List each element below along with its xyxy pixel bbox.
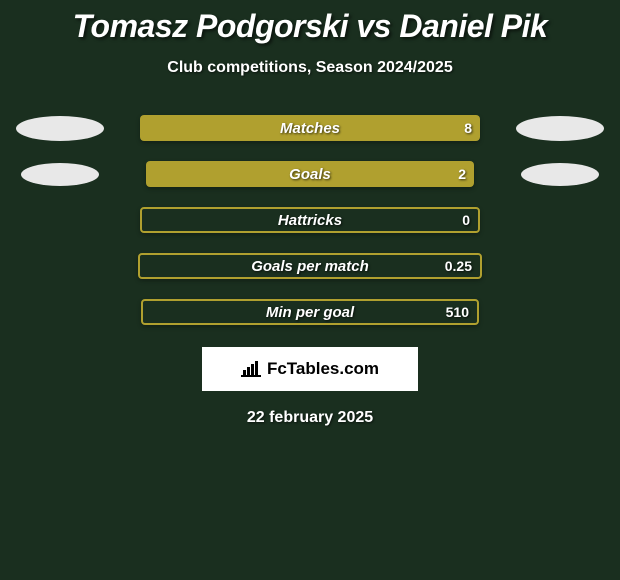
- stat-value: 8: [464, 120, 472, 136]
- left-marker: [10, 116, 110, 141]
- bar-container: Goals per match 0.25: [110, 253, 510, 279]
- bar-container: Matches 8: [110, 115, 510, 141]
- stat-value: 510: [446, 304, 469, 320]
- date-text: 22 february 2025: [0, 409, 620, 427]
- site-logo: FcTables.com: [202, 347, 418, 391]
- bar-container: Goals 2: [110, 161, 510, 187]
- chart-icon: [241, 360, 261, 378]
- stat-value: 0.25: [445, 258, 472, 274]
- left-marker: [10, 163, 110, 186]
- stat-label: Goals per match: [251, 258, 369, 275]
- right-marker: [510, 163, 610, 186]
- comparison-chart: Matches 8 Goals 2 Hattricks 0 Goals per match 0…: [0, 105, 620, 335]
- stat-label: Hattricks: [278, 212, 342, 229]
- stat-label: Goals: [289, 166, 331, 183]
- stat-label: Min per goal: [266, 304, 354, 321]
- player-marker-left: [21, 163, 99, 186]
- stat-bar: Goals per match 0.25: [138, 253, 482, 279]
- stat-bar: Hattricks 0: [140, 207, 480, 233]
- right-marker: [510, 116, 610, 141]
- logo-text: FcTables.com: [267, 359, 379, 379]
- stat-row: Hattricks 0: [10, 197, 610, 243]
- stat-row: Min per goal 510: [10, 289, 610, 335]
- bar-container: Hattricks 0: [110, 207, 510, 233]
- stat-row: Goals 2: [10, 151, 610, 197]
- player-marker-right: [516, 116, 604, 141]
- bar-container: Min per goal 510: [110, 299, 510, 325]
- stat-label: Matches: [280, 120, 340, 137]
- stat-bar: Min per goal 510: [141, 299, 479, 325]
- stat-row: Matches 8: [10, 105, 610, 151]
- subtitle: Club competitions, Season 2024/2025: [0, 59, 620, 77]
- stat-value: 2: [458, 166, 466, 182]
- stat-value: 0: [462, 212, 470, 228]
- player-marker-right: [521, 163, 599, 186]
- stat-bar: Goals 2: [146, 161, 474, 187]
- stat-bar: Matches 8: [140, 115, 480, 141]
- player-marker-left: [16, 116, 104, 141]
- stat-row: Goals per match 0.25: [10, 243, 610, 289]
- page-title: Tomasz Podgorski vs Daniel Pik: [0, 0, 620, 45]
